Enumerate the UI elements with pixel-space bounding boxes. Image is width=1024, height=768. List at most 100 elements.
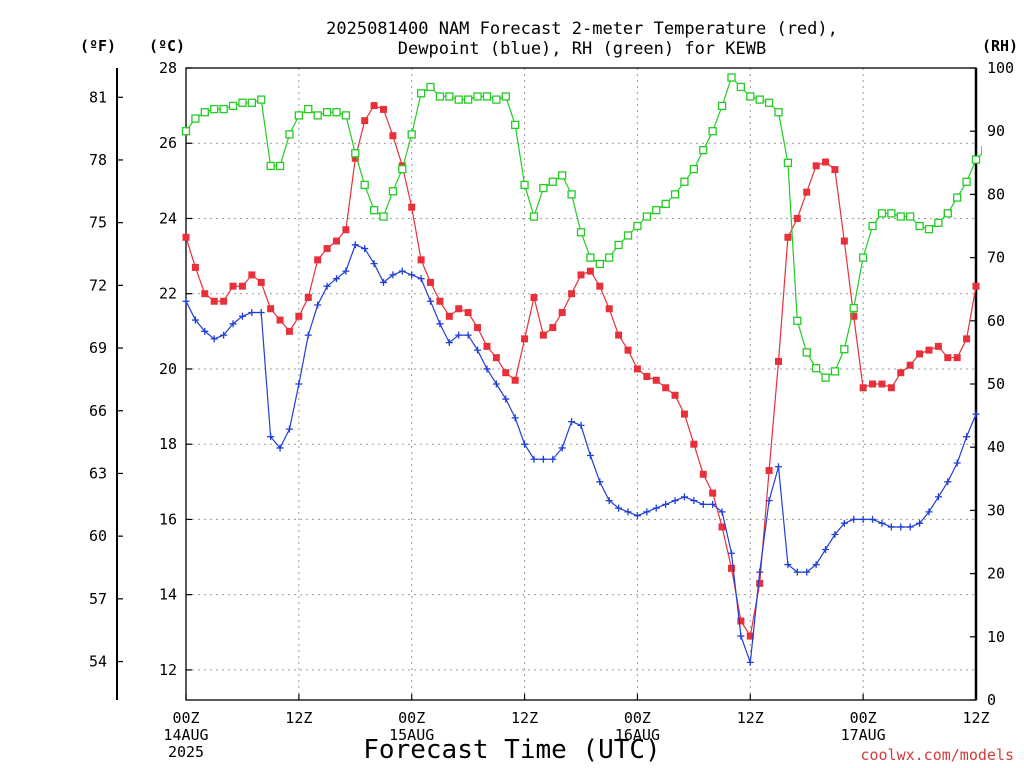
data-point-rh [605,253,614,262]
data-point-rh [379,212,388,221]
data-point-temperature [615,331,623,339]
data-point-dewpoint [652,504,660,512]
rh-tick-label: 70 [987,249,1005,267]
data-point-dewpoint [229,320,237,328]
data-point-temperature [662,384,670,392]
data-point-temperature [869,380,877,388]
data-point-rh [783,158,793,167]
data-point-dewpoint [869,515,877,523]
data-point-rh [896,212,905,221]
credit-text[interactable]: coolwx.com/models [860,746,1014,764]
rh-tick-label: 30 [987,501,1005,519]
data-point-temperature [370,102,378,110]
data-point-temperature [332,237,340,245]
celsius-tick-label: 26 [159,134,177,152]
data-point-dewpoint [775,463,782,471]
data-point-rh [304,104,313,114]
x-tick-label: 00Z [624,709,651,727]
series-layer [181,73,982,666]
data-point-temperature [380,105,387,113]
data-point-dewpoint [718,508,726,516]
data-point-dewpoint [558,444,566,452]
data-point-dewpoint [568,418,576,426]
data-point-temperature [248,271,256,279]
data-point-rh [595,259,604,269]
data-point-temperature [511,376,519,384]
unit-fahrenheit: (ºF) [80,37,116,55]
data-point-dewpoint [417,275,425,283]
fahrenheit-tick-label: 63 [89,464,107,482]
data-point-temperature [709,489,717,497]
data-point-dewpoint [521,440,529,448]
data-point-rh [398,164,407,174]
data-point-dewpoint [812,561,820,569]
data-point-rh [266,161,275,171]
data-point-temperature [474,324,482,332]
data-point-dewpoint [737,632,745,640]
data-point-dewpoint [671,497,679,505]
data-point-dewpoint [916,519,924,527]
data-point-temperature [643,372,651,380]
fahrenheit-tick-label: 75 [89,214,107,232]
data-point-rh [247,98,256,107]
data-point-temperature [680,410,688,418]
data-point-temperature [229,282,237,290]
data-point-dewpoint [850,515,858,523]
data-point-temperature [840,237,848,245]
data-point-dewpoint [690,497,698,505]
data-point-rh [313,111,322,120]
data-point-dewpoint [746,658,754,666]
data-point-rh [699,146,708,155]
fahrenheit-tick-label: 81 [89,88,107,106]
data-point-rh [454,95,463,104]
data-point-temperature [220,297,228,305]
data-point-temperature [539,331,547,339]
data-point-dewpoint [408,271,416,279]
data-point-rh [511,120,520,130]
data-point-rh [238,98,247,107]
data-point-temperature [427,278,435,286]
x-tick-label: 17AUG [841,726,886,744]
fahrenheit-tick-label: 72 [89,276,107,294]
unit-rh: (RH) [982,37,1018,55]
data-point-rh [915,221,924,231]
data-point-dewpoint [897,523,905,531]
data-point-rh [943,209,952,218]
data-point-rh [369,206,379,215]
data-point-dewpoint [427,297,435,305]
data-point-dewpoint [474,346,482,354]
series-line-temperature [185,104,977,638]
fahrenheit-tick-label: 60 [89,527,107,545]
fahrenheit-tick-label: 54 [89,653,107,671]
celsius-tick-label: 22 [159,285,177,303]
data-point-dewpoint [633,512,641,520]
axes [116,67,978,701]
data-point-temperature [445,312,453,320]
data-point-rh [558,171,567,180]
data-point-rh [755,95,764,104]
data-point-temperature [633,365,641,373]
data-point-rh [360,180,369,190]
data-point-rh [877,209,887,218]
data-point-dewpoint [699,500,707,508]
data-point-rh [764,98,774,107]
data-point-rh [802,348,811,357]
x-tick-label: 00Z [850,709,877,727]
data-point-temperature [953,354,961,362]
data-point-temperature [925,346,933,354]
data-point-temperature [577,271,585,279]
data-point-temperature [916,350,924,358]
data-point-temperature [671,391,679,399]
data-point-rh [661,199,670,209]
data-point-dewpoint [191,316,199,324]
data-point-rh [924,225,934,234]
data-point-dewpoint [267,433,275,441]
data-point-rh [388,187,398,196]
fahrenheit-tick-label: 57 [89,590,107,608]
data-point-dewpoint [464,331,472,339]
data-point-dewpoint [295,380,303,388]
rh-tick-label: 40 [987,438,1005,456]
data-point-temperature [737,617,745,625]
data-point-dewpoint [257,309,265,317]
data-point-temperature [323,245,331,253]
